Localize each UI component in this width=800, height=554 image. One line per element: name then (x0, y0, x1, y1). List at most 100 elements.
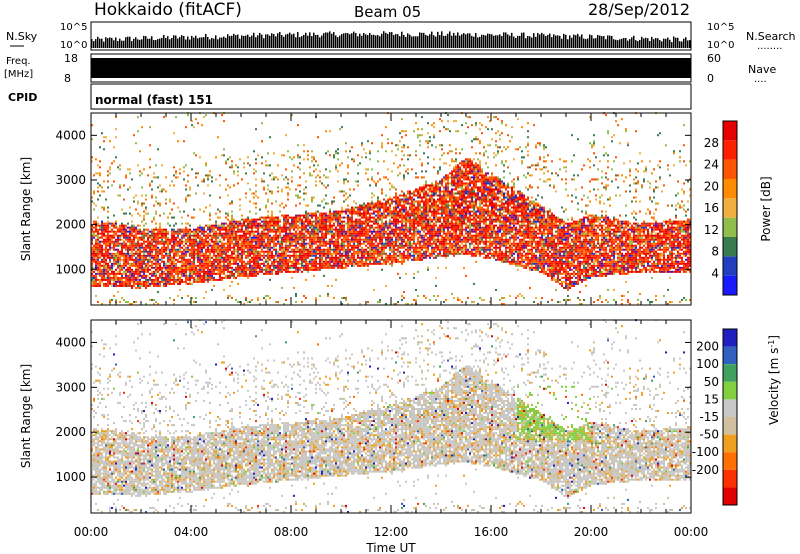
power-cell (165, 250, 167, 253)
power-cell (239, 248, 241, 251)
power-cell (329, 212, 331, 215)
power-cell (183, 166, 185, 169)
power-cell (117, 238, 119, 241)
nsky-bar (471, 35, 473, 48)
power-cell (199, 260, 201, 263)
power-cell (105, 240, 107, 243)
power-cell (277, 228, 279, 231)
power-cell (167, 278, 169, 281)
power-cell (223, 228, 225, 231)
power-cell (123, 264, 125, 267)
power-cell (257, 236, 259, 239)
power-cell (295, 240, 297, 243)
power-cell (245, 238, 247, 241)
power-cell (365, 262, 367, 265)
power-cell (277, 218, 279, 221)
power-cell (163, 264, 165, 267)
power-cell (319, 218, 321, 221)
power-cell (201, 260, 203, 263)
power-cell (295, 248, 297, 251)
power-cell (115, 254, 117, 257)
power-cell (357, 246, 359, 249)
power-cell (253, 236, 255, 239)
power-cell (365, 252, 367, 255)
power-cell (207, 250, 209, 253)
power-cell (125, 252, 127, 255)
power-cell (213, 236, 215, 239)
power-cell (395, 234, 397, 237)
nsky-bar (583, 38, 585, 48)
power-cell (389, 246, 391, 249)
power-cell (377, 204, 379, 207)
power-cell (345, 212, 347, 215)
power-cell (141, 260, 143, 263)
power-cell (151, 266, 153, 269)
power-cell (305, 216, 307, 219)
nsky-bar (257, 35, 259, 48)
power-cell (145, 256, 147, 259)
power-cell (309, 268, 311, 271)
power-cell (325, 244, 327, 247)
power-cell (91, 248, 93, 251)
power-cell (223, 242, 225, 245)
power-cell (181, 262, 183, 265)
power-cell (317, 266, 319, 269)
power-cell (251, 240, 253, 243)
power-cell (97, 262, 99, 265)
power-cell (191, 254, 193, 257)
power-cell (375, 260, 377, 263)
power-cell (103, 256, 105, 259)
power-cell (115, 248, 117, 251)
power-cell (281, 256, 283, 259)
power-cell (241, 246, 243, 249)
power-cell (251, 222, 253, 225)
power-cell (187, 240, 189, 243)
power-cell (253, 230, 255, 233)
power-cell (115, 258, 117, 261)
power-cell (329, 246, 331, 249)
power-cell (381, 234, 383, 237)
nsky-bar (565, 34, 567, 48)
power-cell (381, 226, 383, 229)
power-cell (117, 250, 119, 253)
power-cell (139, 228, 141, 231)
power-cell (209, 252, 211, 255)
power-cell (345, 256, 347, 259)
power-cell (199, 248, 201, 251)
power-cell (327, 292, 329, 295)
power-cell (253, 192, 255, 195)
power-cell (267, 260, 269, 263)
power-cell (113, 258, 115, 261)
power-cell (157, 270, 159, 273)
power-cell (261, 254, 263, 257)
power-cell (143, 168, 145, 171)
power-cell (325, 216, 327, 219)
power-cell (399, 276, 401, 279)
power-cell (187, 276, 189, 279)
power-cell (203, 246, 205, 249)
power-cell (175, 266, 177, 269)
power-cell (267, 294, 269, 297)
power-cell (121, 242, 123, 245)
power-cell (355, 210, 357, 213)
power-cell (271, 172, 273, 175)
power-cell (335, 252, 337, 255)
power-cell (107, 180, 109, 183)
power-cell (333, 218, 335, 221)
power-cell (199, 242, 201, 245)
power-cell (157, 230, 159, 233)
nsky-bar (229, 36, 231, 48)
power-cell (281, 236, 283, 239)
power-cell (399, 172, 401, 175)
power-cell (339, 258, 341, 261)
power-cell (335, 152, 337, 155)
power-cell (339, 256, 341, 259)
power-cell (299, 266, 301, 269)
power-cell (327, 150, 329, 153)
power-cell (381, 254, 383, 257)
power-cell (149, 144, 151, 147)
power-cell (307, 218, 309, 221)
power-cell (189, 224, 191, 227)
power-cell (301, 254, 303, 257)
power-cell (165, 252, 167, 255)
